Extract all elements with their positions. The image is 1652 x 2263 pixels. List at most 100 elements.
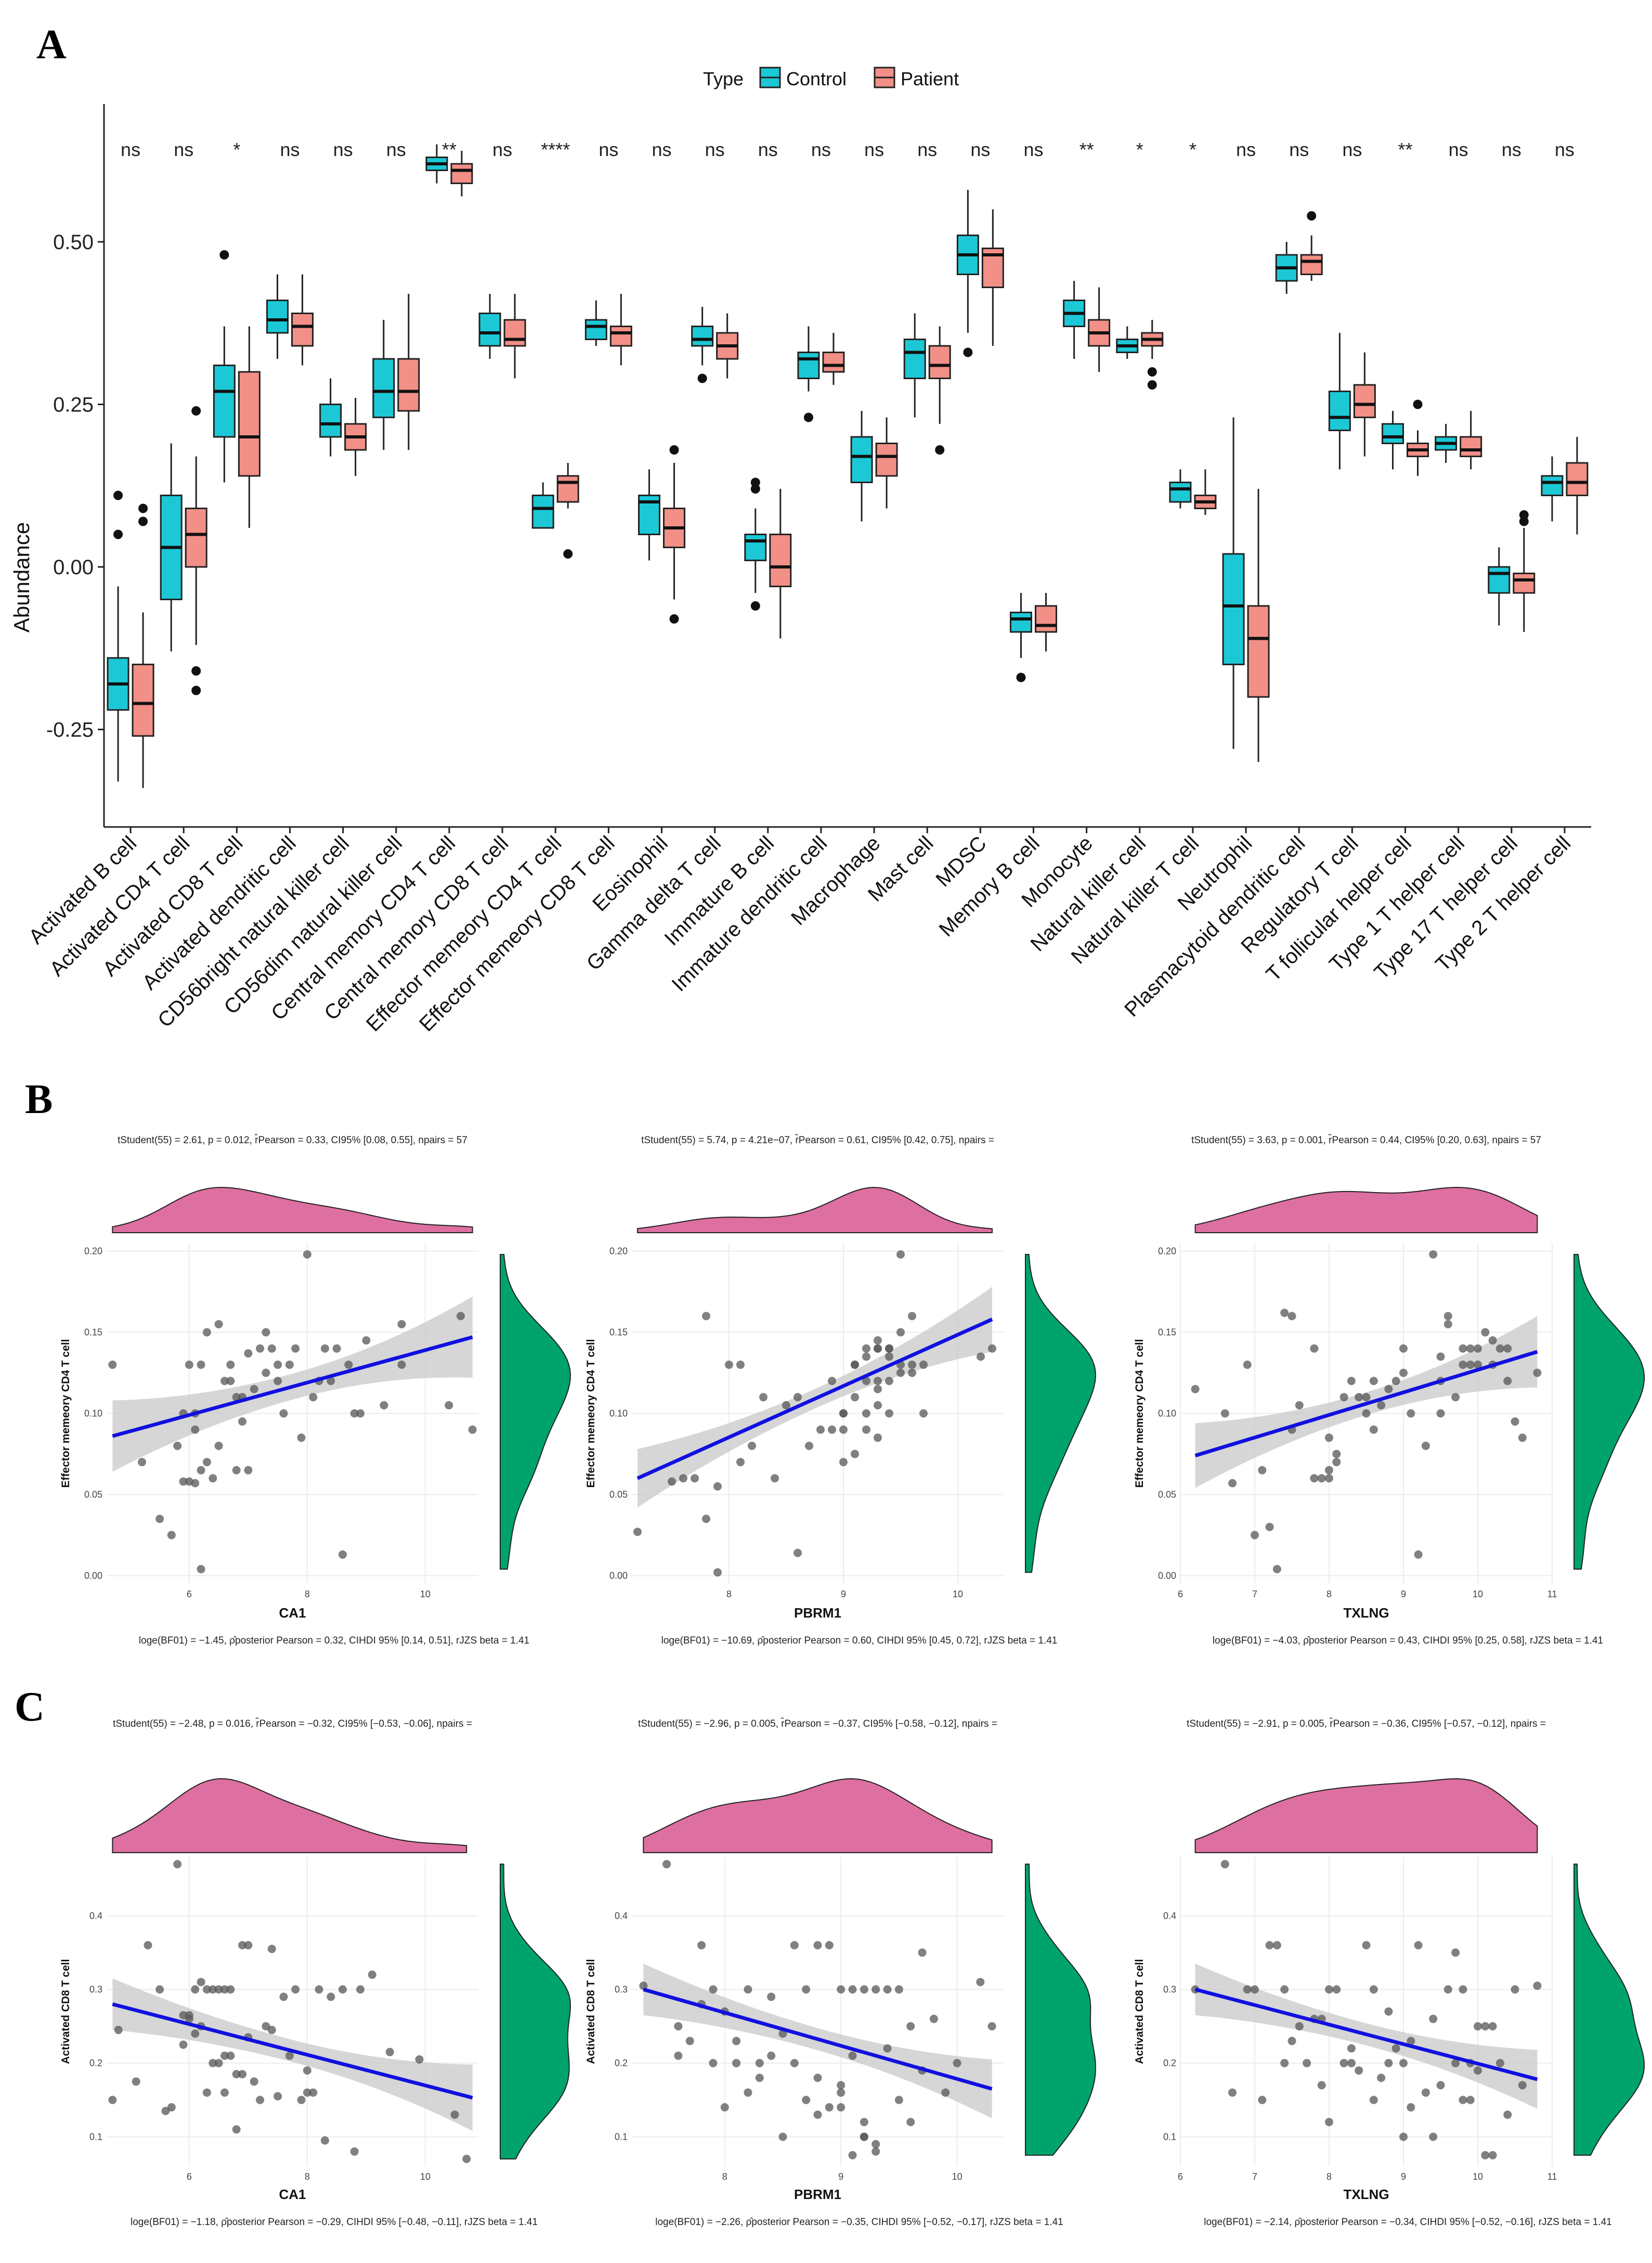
box-control — [531, 495, 554, 529]
scatter-point — [896, 1250, 905, 1259]
scatter-point — [794, 1548, 802, 1557]
scatter-point — [851, 1360, 859, 1369]
scatter-point — [1251, 1531, 1259, 1540]
box-outlier — [1413, 399, 1423, 409]
scatter-point — [1503, 2110, 1512, 2119]
y-tick-label: 0.10 — [84, 1408, 102, 1419]
significance-label: ns — [652, 139, 671, 160]
scatter-point — [1511, 1417, 1519, 1426]
scatter-point — [262, 1368, 270, 1377]
legend: Type Control Patient — [703, 67, 959, 89]
scatter-point — [214, 2059, 223, 2067]
scatter-point — [209, 1985, 217, 1994]
panel-label-c: C — [15, 1684, 45, 1730]
scatter-point — [356, 1985, 365, 1994]
scatter-point — [1414, 1941, 1423, 1949]
box-control — [691, 326, 714, 347]
scatter-point — [1369, 2096, 1378, 2104]
scatter-point — [919, 1409, 928, 1418]
significance-label: **** — [541, 139, 570, 160]
scatter-point — [315, 1985, 323, 1994]
box-patient — [397, 358, 420, 412]
scatter-point — [1533, 1368, 1542, 1377]
scatter-y-axis-label: Effector memeory CD4 T cell — [585, 1339, 597, 1488]
category-label: Effector memeory CD8 T cell — [415, 832, 619, 1036]
scatter-point — [837, 2081, 845, 2090]
scatter-point — [1310, 1344, 1319, 1353]
scatter-point — [1466, 1360, 1475, 1369]
scatter-point — [674, 2051, 683, 2060]
marginal-density-y — [1573, 1864, 1645, 2156]
scatter-point — [220, 1985, 229, 1994]
scatter-point — [1369, 1377, 1378, 1386]
scatter-point — [191, 1479, 200, 1488]
scatter-point — [320, 1344, 329, 1353]
scatter-point — [828, 1425, 836, 1434]
y-tick-label: 0.2 — [1163, 2058, 1176, 2068]
scatter-point — [837, 2088, 845, 2097]
significance-label: ns — [864, 139, 884, 160]
regression-line — [112, 1335, 473, 1438]
scatter-point — [167, 2103, 176, 2112]
scatter-point — [1399, 1344, 1408, 1353]
scatter-point — [1451, 1393, 1460, 1402]
scatter-point — [1459, 1360, 1467, 1369]
significance-label: ns — [1236, 139, 1256, 160]
scatter-point — [1429, 2132, 1438, 2141]
scatter-point — [685, 2037, 694, 2046]
y-tick-label: 0.20 — [1158, 1246, 1176, 1257]
x-tick-label: 9 — [1401, 2171, 1406, 2182]
scatter-point — [1272, 1941, 1281, 1949]
scatter-point — [197, 1360, 205, 1369]
significance-label: ns — [174, 139, 193, 160]
x-tick-label: 10 — [953, 1589, 963, 1599]
y-tick-label: 0.05 — [84, 1489, 102, 1499]
scatter-point — [813, 1941, 822, 1949]
significance-label: ns — [280, 139, 300, 160]
scatter-point — [860, 1985, 868, 1994]
scatter-point — [226, 1377, 235, 1386]
scatter-point — [802, 1985, 811, 1994]
scatter-point — [790, 1941, 799, 1949]
box-control — [850, 436, 873, 483]
scatter-point — [1488, 2151, 1497, 2159]
scatter-x-axis-label: TXLNG — [1343, 2187, 1389, 2202]
scatter-point — [285, 1360, 294, 1369]
scatter-point — [344, 1360, 353, 1369]
scatter-point — [1339, 1393, 1348, 1402]
scatter-point — [1362, 1941, 1371, 1949]
scatter-point — [1332, 1450, 1341, 1458]
scatter-point — [848, 2151, 857, 2159]
scatter-point — [191, 2029, 200, 2038]
scatter-point — [896, 1328, 905, 1337]
scatter-point — [802, 2096, 811, 2104]
scatter-point — [633, 1528, 642, 1536]
scatter-point — [191, 1985, 200, 1994]
scatter-y-axis-label: Effector memeory CD4 T cell — [60, 1339, 72, 1488]
scatter-point — [871, 2147, 880, 2156]
scatter-point — [720, 2103, 729, 2112]
scatter-point — [1258, 1466, 1267, 1475]
scatter-point — [338, 1985, 347, 1994]
scatter-point — [267, 1945, 276, 1954]
y-tick-label: 0.05 — [609, 1489, 628, 1499]
scatter-point — [1511, 1985, 1519, 1994]
scatter-point — [1347, 2059, 1356, 2067]
scatter-point — [906, 2022, 915, 2031]
y-tick-label: 0.3 — [89, 1984, 102, 1995]
scatter-point — [1325, 1433, 1333, 1442]
scatter-point — [303, 2088, 311, 2097]
x-tick-label: 8 — [722, 2171, 727, 2182]
scatter-point — [908, 1368, 916, 1377]
significance-label: * — [1136, 139, 1143, 160]
scatter-point — [744, 1985, 752, 1994]
scatter-point — [291, 1985, 300, 1994]
scatter-point — [303, 1250, 311, 1259]
significance-label: ns — [1555, 139, 1575, 160]
box-control — [1488, 566, 1511, 594]
scatter-point — [1384, 2059, 1393, 2067]
regression-line — [112, 2002, 473, 2100]
scatter-point — [851, 1450, 859, 1458]
scatter-point — [244, 1466, 253, 1475]
scatter-point — [214, 1441, 223, 1450]
